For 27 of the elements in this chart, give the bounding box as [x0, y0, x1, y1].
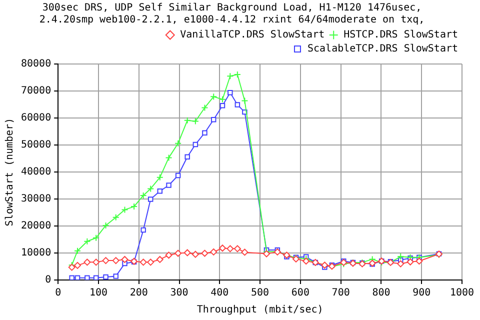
x-tick-label: 800 [372, 288, 390, 299]
text: 2.4.20smp web100-2.2.1, e1000-4.4.12 rxint 64/64moderate on txq, [39, 14, 425, 26]
y-tick-label: 50000 [20, 140, 52, 151]
legend-label: VanillaTCP.DRS SlowStart [180, 30, 325, 41]
y-tick-label: 20000 [20, 220, 52, 232]
x-tick-label: 1000 [450, 288, 474, 299]
y-tick-label: 60000 [20, 112, 52, 124]
x-tick-label: 900 [412, 288, 431, 299]
x-tick-label: 600 [291, 288, 310, 299]
text: 300sec DRS, UDP Self Similar Background Load, H1-M120 1476usec, [42, 2, 422, 14]
y-tick-label: 30000 [20, 194, 52, 205]
x-tick-label: 500 [251, 288, 270, 299]
legend-label: HSTCP.DRS SlowStart [344, 30, 458, 41]
x-axis-title: Throughput (mbit/sec) [196, 304, 324, 316]
y-tick-label: 10000 [20, 248, 52, 259]
x-tick-label: 100 [89, 288, 108, 299]
y-axis-title: SlowStart (number) [4, 118, 16, 226]
x-tick-label: 200 [130, 288, 148, 299]
x-tick-label: 700 [332, 288, 350, 299]
legend-label: ScalableTCP.DRS SlowStart [307, 44, 458, 55]
x-tick-label: 400 [210, 288, 229, 299]
x-tick-label: 0 [55, 288, 62, 299]
y-tick-label: 0 [45, 274, 52, 286]
y-tick-label: 70000 [20, 86, 52, 97]
y-tick-label: 80000 [20, 58, 52, 70]
x-tick-label: 300 [170, 288, 188, 299]
y-tick-label: 40000 [20, 166, 52, 178]
